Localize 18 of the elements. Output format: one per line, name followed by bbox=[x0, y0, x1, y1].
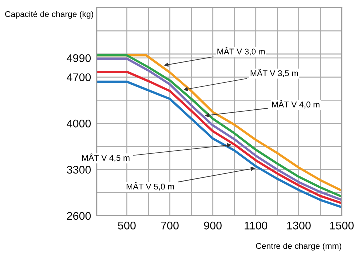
annotation: MÂT V 5,0 m bbox=[126, 182, 174, 191]
x-tick-label: 900 bbox=[204, 222, 222, 230]
y-axis-title: Capacité de charge (kg) bbox=[5, 11, 94, 19]
annotation: MÂT V 3,0 m bbox=[218, 47, 265, 56]
annotation: MÂT V 4,0 m bbox=[272, 100, 320, 109]
x-axis-title: Centre de charge (mm) bbox=[256, 243, 342, 251]
y-tick-label: 2600 bbox=[67, 212, 92, 220]
x-tick-label: 1500 bbox=[330, 222, 354, 230]
y-tick-label: 4990 bbox=[66, 54, 92, 62]
annotation: MÂT V 4,5 m bbox=[82, 154, 130, 162]
y-tick-label: 3300 bbox=[67, 166, 92, 174]
annotation: MÂT V 3,5 m bbox=[250, 69, 298, 78]
y-tick-label: 4700 bbox=[66, 74, 92, 82]
x-tick-label: 1100 bbox=[244, 222, 268, 230]
y-tick-label: 4000 bbox=[66, 120, 92, 128]
x-tick-label: 700 bbox=[161, 222, 179, 230]
x-tick-label: 1300 bbox=[288, 222, 311, 230]
x-tick-label: 500 bbox=[118, 222, 136, 230]
